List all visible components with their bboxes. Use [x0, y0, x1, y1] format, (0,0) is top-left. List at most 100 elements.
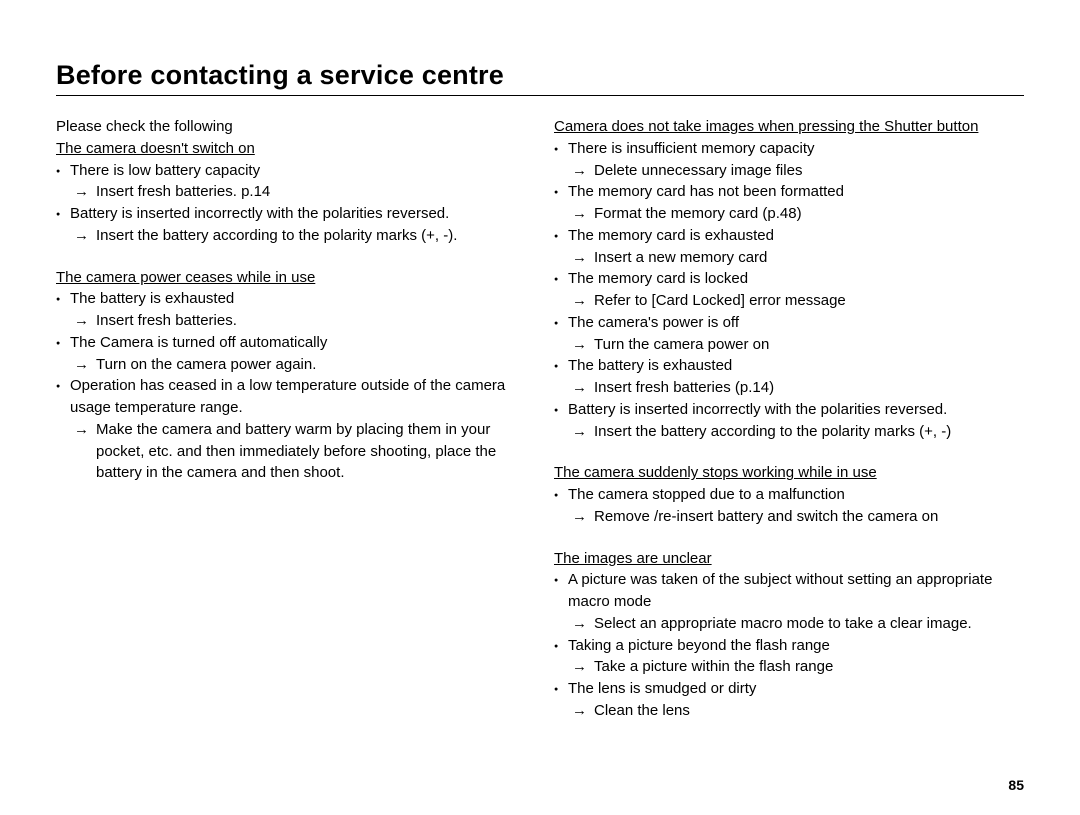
solution-text: Clean the lens	[594, 700, 1024, 722]
cause-line: The memory card is exhausted	[554, 225, 1024, 247]
solution-line: →Insert the battery according to the pol…	[554, 421, 1024, 443]
solution-line: →Insert the battery according to the pol…	[56, 225, 526, 247]
solution-line: →Clean the lens	[554, 700, 1024, 722]
bullet-icon	[554, 399, 568, 421]
cause-line: The lens is smudged or dirty	[554, 678, 1024, 700]
cause-text: The lens is smudged or dirty	[568, 678, 1024, 700]
page-title: Before contacting a service centre	[56, 60, 1024, 91]
bullet-icon	[554, 181, 568, 203]
arrow-icon: →	[572, 506, 594, 528]
solution-line: →Delete unnecessary image files	[554, 160, 1024, 182]
section-heading: The camera suddenly stops working while …	[554, 462, 1024, 484]
arrow-icon: →	[74, 181, 96, 203]
troubleshoot-section: The images are unclearA picture was take…	[554, 548, 1024, 722]
arrow-icon: →	[572, 377, 594, 399]
arrow-icon: →	[572, 334, 594, 356]
bullet-icon	[554, 569, 568, 613]
cause-line: The memory card is locked	[554, 268, 1024, 290]
bullet-icon	[554, 678, 568, 700]
solution-line: →Insert fresh batteries.	[56, 310, 526, 332]
cause-text: The memory card is exhausted	[568, 225, 1024, 247]
section-heading: The camera doesn't switch on	[56, 138, 526, 160]
bullet-icon	[56, 203, 70, 225]
solution-text: Insert fresh batteries.	[96, 310, 526, 332]
section-heading: Camera does not take images when pressin…	[554, 116, 1024, 138]
cause-text: The camera stopped due to a malfunction	[568, 484, 1024, 506]
solution-text: Insert a new memory card	[594, 247, 1024, 269]
cause-line: The battery is exhausted	[56, 288, 526, 310]
solution-text: Delete unnecessary image files	[594, 160, 1024, 182]
title-rule	[56, 95, 1024, 96]
solution-line: →Format the memory card (p.48)	[554, 203, 1024, 225]
solution-text: Turn on the camera power again.	[96, 354, 526, 376]
column: Please check the followingThe camera doe…	[56, 116, 526, 742]
page: Before contacting a service centre Pleas…	[0, 0, 1080, 815]
solution-text: Select an appropriate macro mode to take…	[594, 613, 1024, 635]
solution-line: →Insert a new memory card	[554, 247, 1024, 269]
solution-text: Refer to [Card Locked] error message	[594, 290, 1024, 312]
cause-line: There is low battery capacity	[56, 160, 526, 182]
cause-text: The memory card has not been formatted	[568, 181, 1024, 203]
bullet-icon	[56, 332, 70, 354]
bullet-icon	[554, 268, 568, 290]
cause-line: Taking a picture beyond the flash range	[554, 635, 1024, 657]
cause-text: The battery is exhausted	[70, 288, 526, 310]
bullet-icon	[554, 312, 568, 334]
solution-line: →Turn the camera power on	[554, 334, 1024, 356]
solution-line: →Refer to [Card Locked] error message	[554, 290, 1024, 312]
cause-text: Battery is inserted incorrectly with the…	[70, 203, 526, 225]
cause-text: A picture was taken of the subject witho…	[568, 569, 1024, 613]
solution-line: →Select an appropriate macro mode to tak…	[554, 613, 1024, 635]
solution-line: →Turn on the camera power again.	[56, 354, 526, 376]
cause-line: The camera's power is off	[554, 312, 1024, 334]
arrow-icon: →	[74, 310, 96, 332]
arrow-icon: →	[74, 354, 96, 376]
arrow-icon: →	[572, 656, 594, 678]
troubleshoot-section: The camera power ceases while in useThe …	[56, 267, 526, 485]
cause-text: Operation has ceased in a low temperatur…	[70, 375, 526, 419]
bullet-icon	[554, 138, 568, 160]
bullet-icon	[554, 355, 568, 377]
cause-line: Battery is inserted incorrectly with the…	[554, 399, 1024, 421]
cause-line: There is insufficient memory capacity	[554, 138, 1024, 160]
solution-text: Turn the camera power on	[594, 334, 1024, 356]
arrow-icon: →	[74, 419, 96, 484]
columns: Please check the followingThe camera doe…	[56, 116, 1024, 742]
cause-text: The battery is exhausted	[568, 355, 1024, 377]
troubleshoot-section: The camera suddenly stops working while …	[554, 462, 1024, 527]
solution-text: Insert the battery according to the pola…	[594, 421, 1024, 443]
section-heading: The images are unclear	[554, 548, 1024, 570]
cause-text: The Camera is turned off automatically	[70, 332, 526, 354]
troubleshoot-section: The camera doesn't switch onThere is low…	[56, 138, 526, 247]
cause-line: A picture was taken of the subject witho…	[554, 569, 1024, 613]
cause-text: There is low battery capacity	[70, 160, 526, 182]
arrow-icon: →	[572, 421, 594, 443]
arrow-icon: →	[572, 290, 594, 312]
cause-line: The memory card has not been formatted	[554, 181, 1024, 203]
cause-line: The Camera is turned off automatically	[56, 332, 526, 354]
column: Camera does not take images when pressin…	[554, 116, 1024, 742]
solution-line: → Insert fresh batteries. p.14	[56, 181, 526, 203]
arrow-icon: →	[572, 700, 594, 722]
cause-text: There is insufficient memory capacity	[568, 138, 1024, 160]
bullet-icon	[56, 288, 70, 310]
arrow-icon: →	[74, 225, 96, 247]
troubleshoot-section: Camera does not take images when pressin…	[554, 116, 1024, 442]
solution-text: Insert the battery according to the pola…	[96, 225, 526, 247]
cause-line: The camera stopped due to a malfunction	[554, 484, 1024, 506]
bullet-icon	[56, 375, 70, 419]
solution-text: Remove /re-insert battery and switch the…	[594, 506, 1024, 528]
bullet-icon	[554, 484, 568, 506]
cause-line: Operation has ceased in a low temperatur…	[56, 375, 526, 419]
cause-line: Battery is inserted incorrectly with the…	[56, 203, 526, 225]
intro-text: Please check the following	[56, 116, 526, 138]
arrow-icon: →	[572, 160, 594, 182]
solution-line: →Insert fresh batteries (p.14)	[554, 377, 1024, 399]
solution-text: Make the camera and battery warm by plac…	[96, 419, 526, 484]
solution-line: →Make the camera and battery warm by pla…	[56, 419, 526, 484]
solution-text: Insert fresh batteries (p.14)	[594, 377, 1024, 399]
bullet-icon	[56, 160, 70, 182]
cause-text: Battery is inserted incorrectly with the…	[568, 399, 1024, 421]
cause-text: Taking a picture beyond the flash range	[568, 635, 1024, 657]
bullet-icon	[554, 635, 568, 657]
